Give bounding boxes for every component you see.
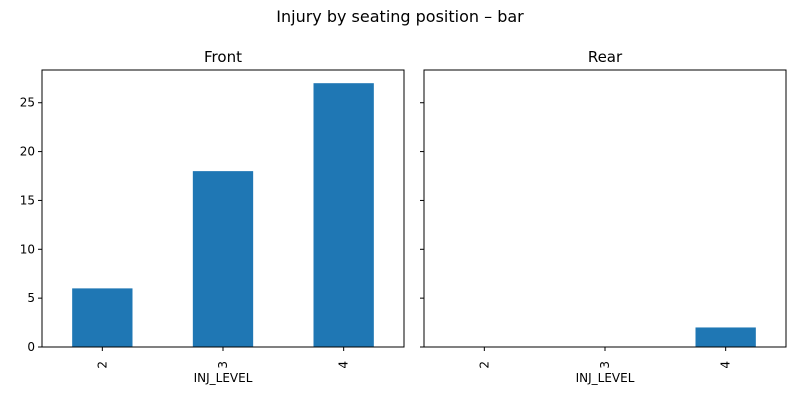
bar-rear-4	[695, 327, 756, 347]
x-tick-label-front: 4	[337, 361, 351, 369]
y-tick-label: 5	[27, 291, 35, 305]
x-tick-label-rear: 3	[598, 361, 612, 369]
panel-title-front: Front	[204, 48, 242, 66]
y-tick-label: 20	[20, 145, 35, 159]
panel-title-rear: Rear	[588, 48, 623, 66]
figure-title: Injury by seating position – bar	[276, 7, 524, 26]
x-tick-label-front: 3	[216, 361, 230, 369]
x-ticks-rear: 2 3 4	[477, 347, 733, 369]
panel-rear: Rear 2 3 4 INJ_LEVEL	[420, 48, 787, 385]
bar-front-2	[72, 288, 133, 347]
bars-front	[72, 83, 374, 347]
y-tick-label: 15	[20, 193, 35, 207]
y-ticks-rear	[420, 102, 424, 348]
x-tick-label-rear: 4	[719, 361, 733, 369]
bar-front-4	[313, 83, 374, 347]
axes-frame-front	[41, 69, 405, 348]
panel-front: Front 0 5 10 15 20 25 2 3 4 INJ_LEVEL	[20, 48, 405, 385]
x-axis-label-front: INJ_LEVEL	[194, 371, 253, 385]
y-tick-label: 10	[20, 242, 35, 256]
x-axis-label-rear: INJ_LEVEL	[576, 371, 635, 385]
y-tick-label: 0	[27, 340, 35, 354]
x-ticks-front: 2 3 4	[95, 347, 351, 369]
y-ticks-front: 0 5 10 15 20 25	[20, 96, 42, 354]
y-tick-label: 25	[20, 96, 35, 110]
x-tick-label-rear: 2	[477, 361, 491, 369]
bar-front-3	[192, 171, 254, 347]
x-tick-label-front: 2	[95, 361, 109, 369]
bars-rear	[695, 327, 756, 347]
axes-frame-rear	[423, 69, 787, 348]
